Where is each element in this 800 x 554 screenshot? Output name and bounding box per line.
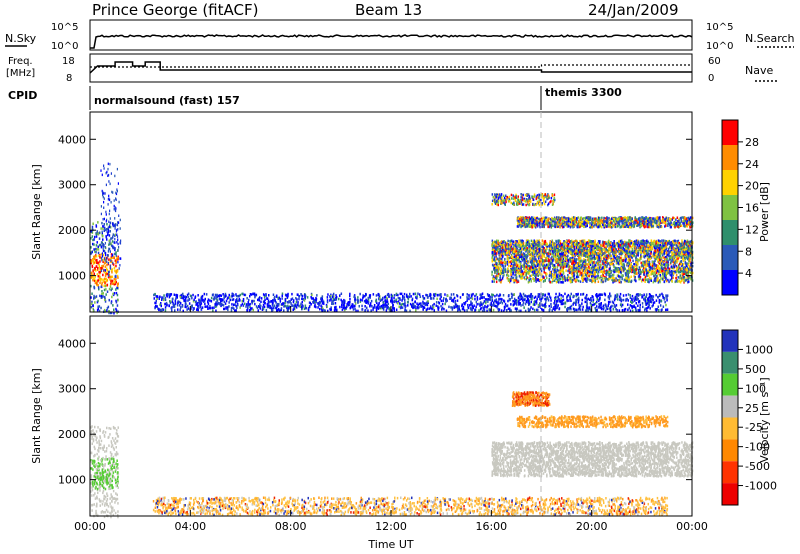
freq-tick-low: 8 [66, 73, 72, 84]
velocity-colorbar-segment [722, 330, 738, 352]
power-colorbar-tick-label: 12 [745, 223, 759, 236]
power-ytick-label: 4000 [58, 133, 86, 146]
nsearch-tick-high: 10^5 [706, 22, 733, 33]
velocity-heatmap [90, 391, 694, 519]
velocity-colorbar-tick-label: -25 [745, 421, 763, 434]
velocity-colorbar-frame [721, 329, 739, 506]
velocity-x-axis: 00:00 04:00 08:00 12:00 16:00 20:00 00:00 [74, 510, 708, 533]
freq-series [89, 61, 692, 74]
nsky-label: N.Sky [5, 32, 37, 45]
cpid-segment-2: themis 3300 [545, 86, 622, 99]
velocity-xtick-label: 08:00 [275, 520, 307, 533]
velocity-xtick-label: 16:00 [475, 520, 507, 533]
velocity-xtick-label: 00:00 [74, 520, 106, 533]
velocity-colorbar-label: Velocity [m s⁻¹] [758, 377, 771, 462]
power-colorbar: 4 8 12 16 20 24 28 [721, 119, 759, 296]
nsky-tick-low: 10^0 [51, 41, 78, 52]
velocity-colorbar-tick-label: -100 [745, 441, 770, 454]
nsearch-label: N.Search [745, 32, 795, 45]
velocity-colorbar-tick-label: 1000 [745, 343, 773, 356]
power-colorbar-tick-label: 20 [745, 180, 759, 193]
freq-panel [89, 53, 693, 83]
velocity-ytick-label: 1000 [58, 474, 86, 487]
beam-title: Beam 13 [355, 1, 422, 19]
freq-unit-label: [MHz] [6, 68, 35, 79]
power-y-axis: 1000 2000 3000 4000 [58, 133, 692, 283]
power-colorbar-segment [722, 170, 738, 195]
velocity-colorbar-tick-label: 500 [745, 363, 766, 376]
power-ytick-label: 3000 [58, 179, 86, 192]
power-colorbar-segment [722, 270, 738, 295]
nsky-panel [89, 19, 693, 51]
station-title: Prince George (fitACF) [92, 1, 258, 19]
velocity-xtick-label: 00:00 [676, 520, 708, 533]
power-x-axis [89, 306, 693, 312]
velocity-ytick-label: 2000 [58, 428, 86, 441]
power-colorbar-segment [722, 145, 738, 170]
power-heatmap [90, 162, 694, 315]
power-colorbar-segment [722, 195, 738, 220]
power-colorbar-label: Power [dB] [758, 182, 771, 242]
velocity-y-label: Slant Range [km] [30, 368, 43, 464]
power-colorbar-tick-label: 4 [745, 267, 752, 280]
velocity-colorbar-segment [722, 373, 738, 396]
date-title: 24/Jan/2009 [588, 1, 679, 19]
power-colorbar-segment [722, 120, 738, 145]
nave-tick-low: 0 [708, 73, 714, 84]
nave-series [90, 64, 692, 68]
power-colorbar-tick-label: 28 [745, 136, 759, 149]
nsky-tick-high: 10^5 [51, 22, 78, 33]
velocity-colorbar-tick-label: 100 [745, 382, 766, 395]
velocity-colorbar-tick-label: -500 [745, 460, 770, 473]
velocity-colorbar-segment [722, 461, 738, 484]
nsearch-tick-low: 10^0 [706, 41, 733, 52]
velocity-colorbar-tick-label: -1000 [745, 480, 777, 493]
power-colorbar-tick-label: 24 [745, 158, 759, 171]
velocity-ytick-label: 4000 [58, 337, 86, 350]
velocity-xtick-label: 12:00 [375, 520, 407, 533]
power-ytick-label: 2000 [58, 224, 86, 237]
power-colorbar-tick-label: 16 [745, 202, 759, 215]
velocity-ytick-label: 3000 [58, 383, 86, 396]
power-colorbar-segment [722, 245, 738, 270]
power-ytick-label: 1000 [58, 270, 86, 283]
velocity-colorbar: 1000 500 100 25 -25 -100 -500 -1000 [721, 329, 777, 506]
power-colorbar-tick-label: 8 [745, 245, 752, 258]
velocity-colorbar-tick-label: 25 [745, 402, 759, 415]
velocity-y-axis: 1000 2000 3000 4000 [58, 337, 692, 487]
x-axis-label: Time UT [367, 538, 413, 551]
velocity-xtick-label: 04:00 [174, 520, 206, 533]
nsky-series [90, 34, 693, 49]
freq-tick-high: 18 [62, 56, 75, 67]
velocity-colorbar-segment [722, 351, 738, 374]
velocity-colorbar-segment [722, 483, 738, 505]
power-colorbar-segment [722, 220, 738, 245]
velocity-colorbar-segment [722, 439, 738, 462]
power-y-label: Slant Range [km] [30, 164, 43, 260]
nave-tick-high: 60 [708, 56, 721, 67]
velocity-xtick-label: 20:00 [576, 520, 608, 533]
nave-label: Nave [745, 64, 773, 77]
velocity-colorbar-segment [722, 395, 738, 418]
freq-label: Freq. [8, 56, 33, 67]
cpid-segment-1: normalsound (fast) 157 [94, 94, 240, 107]
velocity-colorbar-segment [722, 417, 738, 440]
cpid-label: CPID [8, 89, 37, 102]
